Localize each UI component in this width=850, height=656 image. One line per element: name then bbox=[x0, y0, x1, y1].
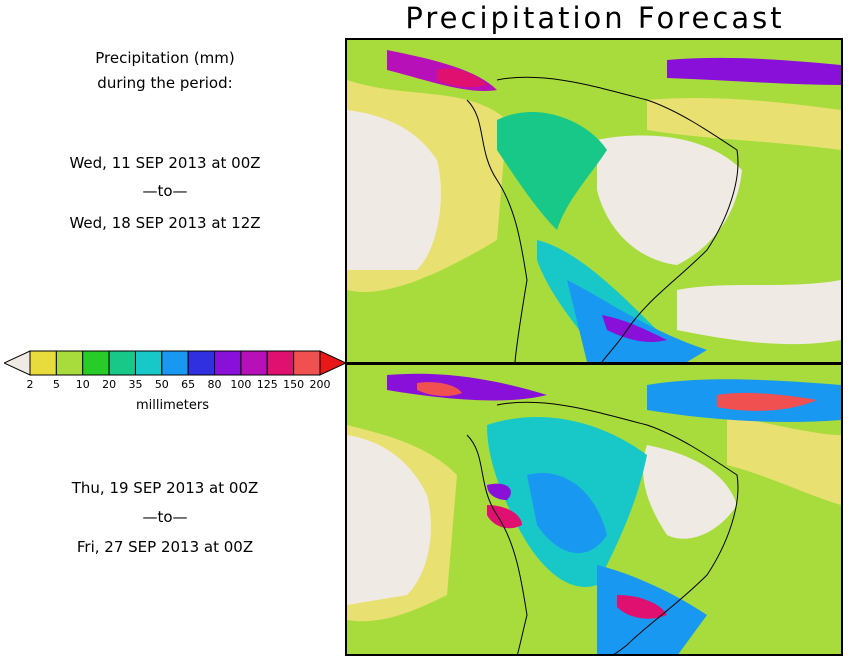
colorbar-tick: 20 bbox=[102, 378, 117, 391]
colorbar-tick: 150 bbox=[283, 378, 305, 391]
colorbar-segment bbox=[240, 350, 268, 376]
panel2-start-date: Thu, 19 SEP 2013 at 00Z bbox=[71, 479, 259, 497]
colorbar-segment bbox=[161, 350, 189, 376]
colorbar-segment bbox=[108, 350, 136, 376]
forecast-map-week2 bbox=[345, 363, 843, 656]
colorbar-tick: 100 bbox=[230, 378, 252, 391]
colorbar-tick: 125 bbox=[256, 378, 278, 391]
period-label-line2: during the period: bbox=[97, 74, 233, 92]
panel1-to-separator: —to— bbox=[142, 182, 188, 200]
colorbar-tick: 5 bbox=[52, 378, 60, 391]
period-label-line1: Precipitation (mm) bbox=[95, 49, 235, 67]
map-title: Precipitation Forecast bbox=[405, 1, 785, 35]
precipitation-colorbar bbox=[4, 350, 346, 376]
colorbar-tick: 80 bbox=[207, 378, 222, 391]
colorbar-segment bbox=[293, 350, 321, 376]
colorbar-tick: 2 bbox=[26, 378, 34, 391]
panel1-start-date: Wed, 11 SEP 2013 at 00Z bbox=[69, 154, 261, 172]
colorbar-segment bbox=[319, 350, 346, 376]
colorbar-segment bbox=[55, 350, 84, 376]
panel2-to-separator: —to— bbox=[142, 508, 188, 526]
panel1-end-date: Wed, 18 SEP 2013 at 12Z bbox=[69, 214, 261, 232]
colorbar-tick-labels: 2 5 10 20 35 50 65 80 100 125 150 200 bbox=[0, 378, 345, 394]
colorbar-tick: 35 bbox=[128, 378, 143, 391]
colorbar-segment bbox=[214, 350, 242, 376]
colorbar-segment bbox=[187, 350, 216, 376]
colorbar-tick: 10 bbox=[75, 378, 90, 391]
colorbar-tick: 200 bbox=[309, 378, 331, 391]
colorbar-tick: 50 bbox=[154, 378, 169, 391]
colorbar-tick: 65 bbox=[181, 378, 196, 391]
colorbar-segment bbox=[134, 350, 163, 376]
colorbar-segment bbox=[4, 350, 31, 376]
colorbar-segment bbox=[29, 350, 57, 376]
colorbar-segment bbox=[82, 350, 110, 376]
colorbar-segment bbox=[266, 350, 295, 376]
forecast-map-week1 bbox=[345, 38, 843, 364]
panel2-end-date: Fri, 27 SEP 2013 at 00Z bbox=[76, 538, 254, 556]
colorbar-units-label: millimeters bbox=[136, 398, 209, 413]
